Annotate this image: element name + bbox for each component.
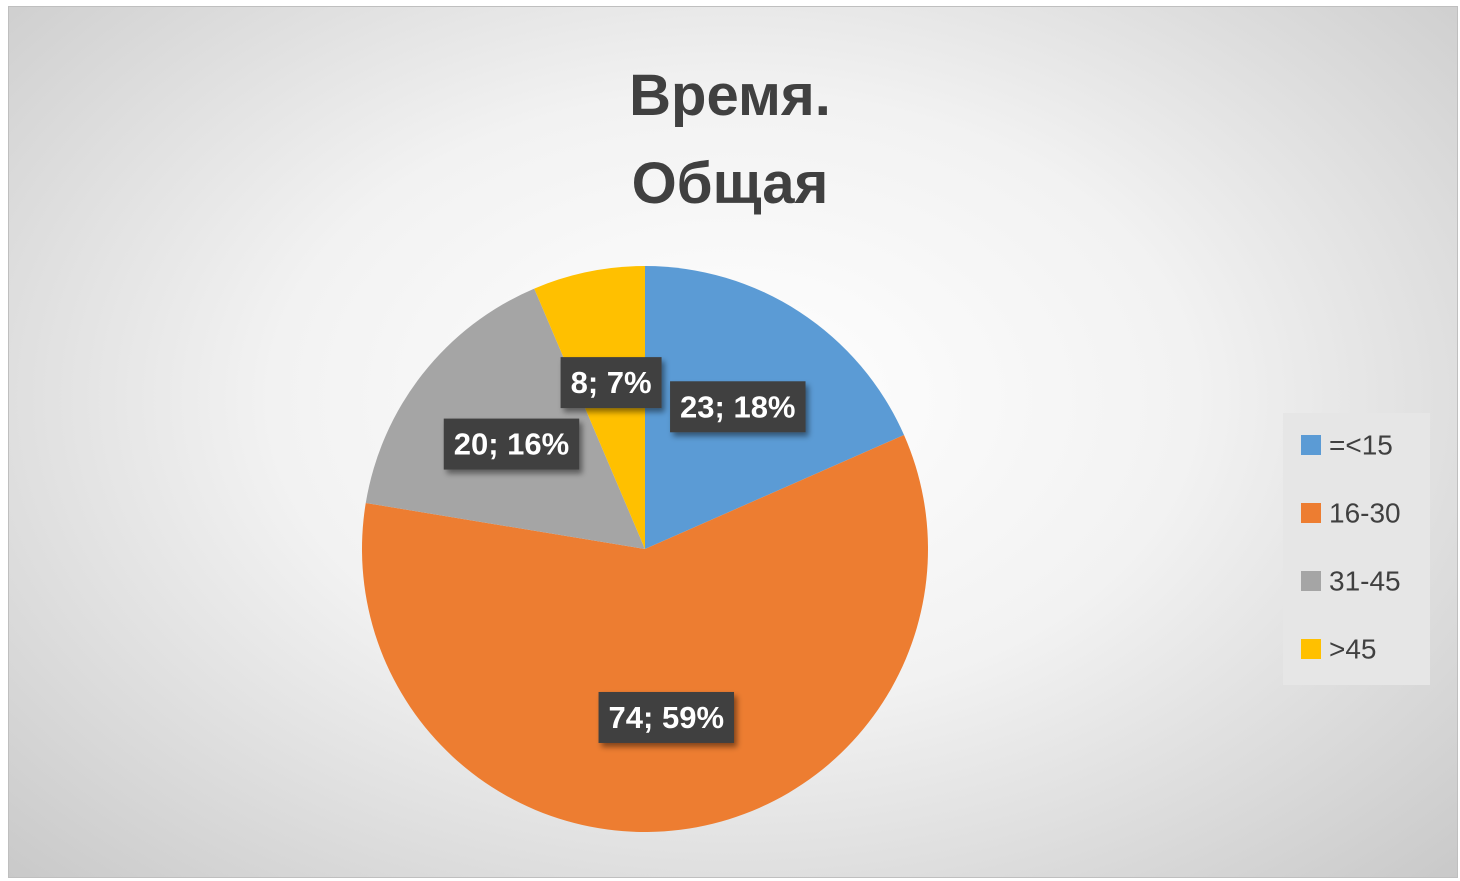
data-label-box: [560, 357, 662, 409]
legend-swatch: [1301, 503, 1321, 523]
data-label-box: [598, 691, 735, 743]
legend-label: =<15: [1329, 430, 1393, 461]
data-label-text: 74; 59%: [609, 700, 724, 735]
legend-label: 16-30: [1329, 498, 1401, 529]
data-label-text: 20; 16%: [454, 427, 569, 462]
data-label-text: 23; 18%: [680, 389, 795, 424]
data-label-text: 8; 7%: [571, 365, 652, 400]
legend-label: >45: [1329, 634, 1377, 665]
legend-swatch: [1301, 639, 1321, 659]
data-label: 23; 18%: [670, 381, 806, 433]
data-label-box: [443, 418, 580, 470]
pie-slice: [362, 434, 929, 833]
data-label-box: [670, 381, 806, 433]
data-label: 20; 16%: [443, 418, 580, 470]
chart-title: Время. Общая: [629, 63, 831, 216]
data-label: 8; 7%: [560, 357, 662, 409]
legend-label: 31-45: [1329, 566, 1401, 597]
legend-swatch: [1301, 435, 1321, 455]
data-label: 74; 59%: [598, 691, 735, 743]
legend-swatch: [1301, 571, 1321, 591]
